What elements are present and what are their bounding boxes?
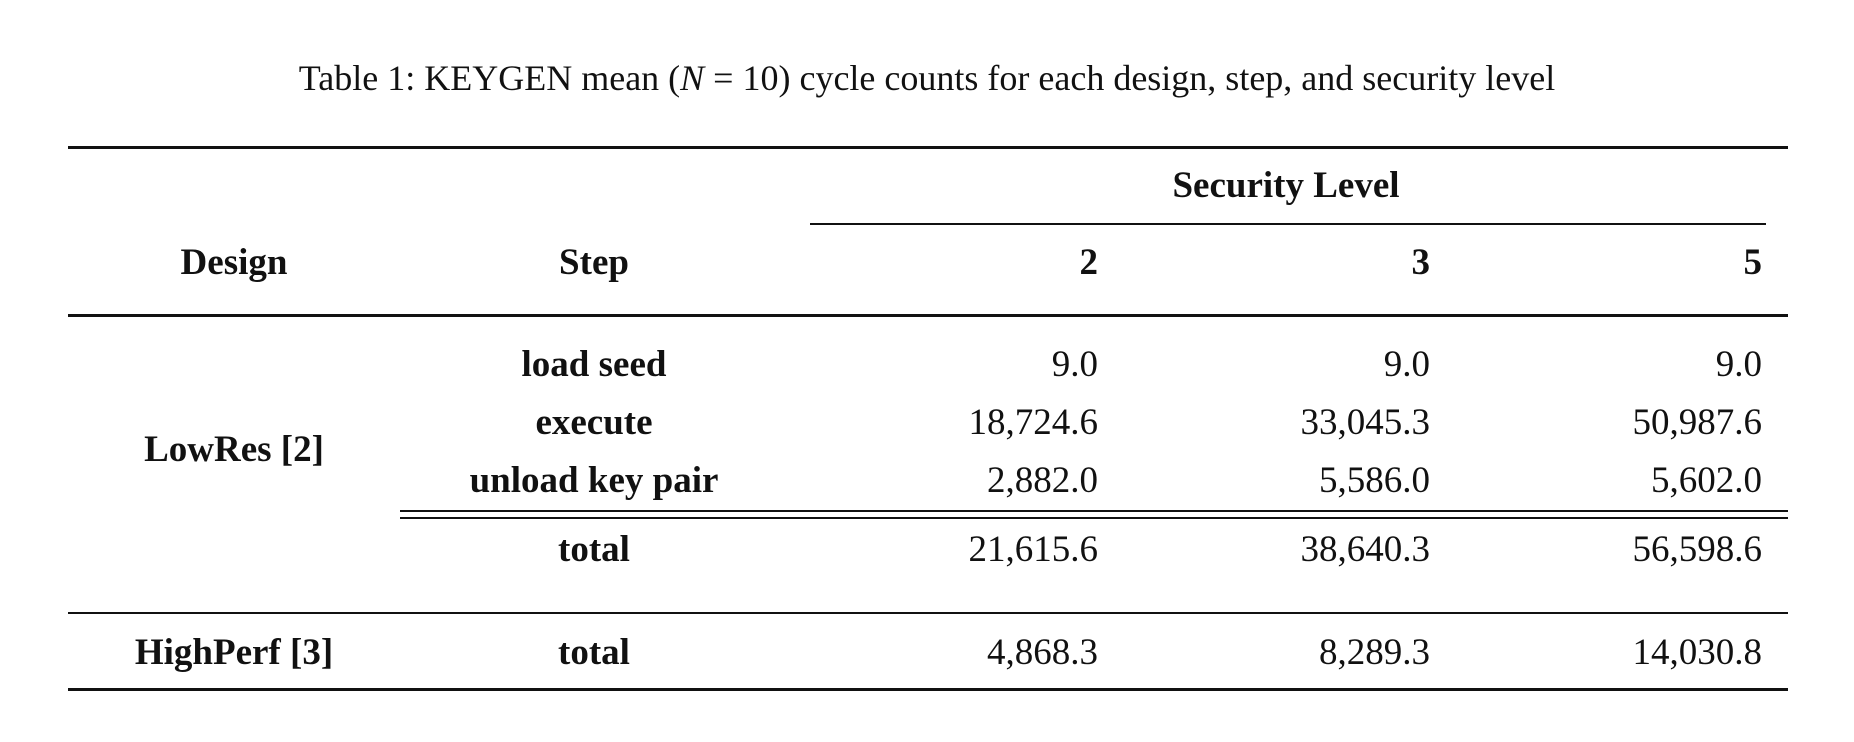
step-total-highperf: total [558,632,630,673]
value-execute-5: 50,987.6 [1632,402,1763,443]
value-load-seed-3: 9.0 [1383,344,1430,385]
caption-suffix: ) cycle counts for each design, step, an… [778,58,1556,98]
value-load-seed-5: 9.0 [1715,344,1762,385]
value-total-highperf-3: 8,289.3 [1319,632,1430,673]
value-total-highperf-5: 14,030.8 [1632,632,1763,673]
group-separator-rule [68,612,1788,614]
step-total-lowres: total [558,529,630,570]
table-caption: Table 1: KEYGEN mean (N = 10) cycle coun… [0,56,1854,100]
header-step: Step [559,242,629,283]
value-execute-2: 18,724.6 [968,402,1099,443]
header-rule [68,314,1788,317]
value-total-highperf-2: 4,868.3 [987,632,1098,673]
step-execute: execute [535,402,653,443]
value-execute-3: 33,045.3 [1300,402,1431,443]
double-rule-lower [400,517,1788,519]
design-highperf: HighPerf [3] [134,632,334,673]
caption-n-equals: = 10 [704,58,779,98]
top-rule [68,146,1788,149]
caption-n-variable: N [680,58,705,98]
step-unload-key-pair: unload key pair [469,460,719,501]
value-total-lowres-3: 38,640.3 [1300,529,1431,570]
value-total-lowres-2: 21,615.6 [968,529,1099,570]
header-design: Design [180,242,288,283]
security-level-cmidrule [810,223,1766,225]
header-level-2: 2 [1079,242,1099,283]
header-level-3: 3 [1411,242,1431,283]
value-load-seed-2: 9.0 [1051,344,1098,385]
value-unload-key-pair-2: 2,882.0 [987,460,1098,501]
value-total-lowres-5: 56,598.6 [1632,529,1763,570]
caption-prefix: Table 1: KEYGEN mean ( [298,58,681,98]
double-rule-upper [400,510,1788,512]
bottom-rule [68,688,1788,691]
value-unload-key-pair-3: 5,586.0 [1319,460,1430,501]
value-unload-key-pair-5: 5,602.0 [1651,460,1762,501]
step-load-seed: load seed [521,344,667,385]
header-security-level: Security Level [1172,165,1400,206]
design-lowres: LowRes [2] [144,429,324,470]
header-level-5: 5 [1743,242,1763,283]
